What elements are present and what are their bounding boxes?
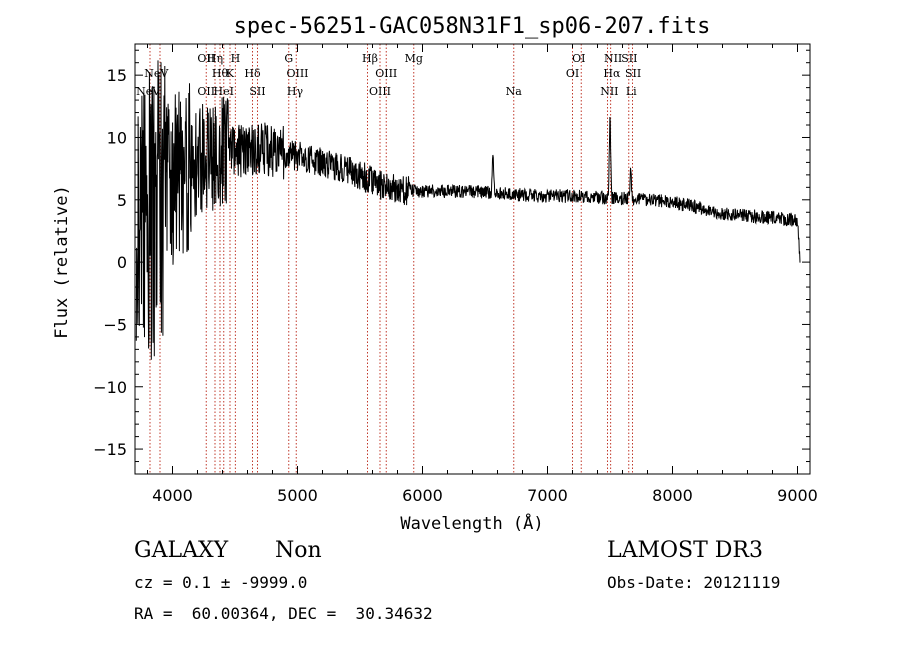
spectral-line-label: HeI [214, 85, 234, 98]
spectral-line-label: NeV [144, 67, 169, 80]
plot-frame [134, 43, 811, 475]
spectral-line-label: Hα [603, 67, 621, 80]
spectrum-line [135, 60, 801, 360]
spectral-line-label: Hθ [212, 67, 229, 80]
x-tick-label: 6000 [402, 486, 443, 505]
observation-date: Obs-Date: 20121119 [607, 573, 781, 592]
spectral-line-label: OI [572, 52, 585, 65]
x-tick-label: 4000 [152, 486, 193, 505]
spectral-line-label: OIII [369, 85, 391, 98]
spectral-line-label: OIII [286, 67, 308, 80]
spectral-line-label: SII [249, 85, 265, 98]
spectral-line-label: Hδ [244, 67, 261, 80]
object-class: GALAXY [134, 538, 229, 563]
y-tick-label: 0 [117, 253, 127, 272]
x-tick-label: 5000 [277, 486, 318, 505]
y-tick-label: −15 [93, 440, 127, 459]
ra-dec-readout: RA = 60.00364, DEC = 30.34632 [134, 604, 433, 623]
chart-title: spec-56251-GAC058N31F1_sp06-207.fits [234, 14, 711, 39]
y-tick-label: −10 [93, 378, 127, 397]
x-tick-label: 8000 [652, 486, 693, 505]
redshift-readout: cz = 0.1 ± -9999.0 [134, 573, 308, 592]
spectral-line-label: Hη [207, 52, 223, 65]
spectral-line-label: K [226, 67, 235, 80]
spectral-line-label: Na [506, 85, 523, 98]
y-tick-label: 15 [107, 66, 127, 85]
spectral-line-label: NII [600, 85, 618, 98]
spectral-line-label: NeV [136, 85, 161, 98]
spectral-line-label: Hβ [362, 52, 378, 65]
spectral-line-label: NII [604, 52, 622, 65]
object-subclass: Non [275, 538, 322, 563]
spectral-line-label: OIII [375, 67, 397, 80]
spectral-line-markers [149, 44, 633, 474]
y-axis-label: Flux (relative) [52, 185, 72, 339]
spectral-line-label: Mg [405, 52, 423, 65]
spectral-line-label: SII [625, 67, 641, 80]
y-tick-label: 10 [107, 128, 127, 147]
spectral-line-label: G [284, 52, 293, 65]
spectral-line-label: OII [197, 52, 215, 65]
y-axis-ticks: −15 −10 −5 0 5 10 15 [93, 49, 810, 463]
spectrum-series [135, 60, 801, 360]
x-axis-ticks: 4000 5000 6000 7000 8000 9000 [147, 44, 818, 505]
x-tick-label: 9000 [777, 486, 818, 505]
spectral-line-label: H [231, 52, 241, 65]
spectral-line-label: OII [197, 85, 215, 98]
y-tick-label: −5 [103, 315, 127, 334]
spectral-line-label: Hγ [287, 85, 304, 98]
spectral-line-label: SII [621, 52, 637, 65]
y-tick-label: 5 [117, 191, 127, 210]
survey-name: LAMOST DR3 [607, 538, 763, 563]
x-axis-label: Wavelength (Å) [400, 512, 543, 534]
spectral-line-label: OI [566, 67, 579, 80]
spectral-line-label: Li [626, 85, 637, 98]
x-tick-label: 7000 [527, 486, 568, 505]
